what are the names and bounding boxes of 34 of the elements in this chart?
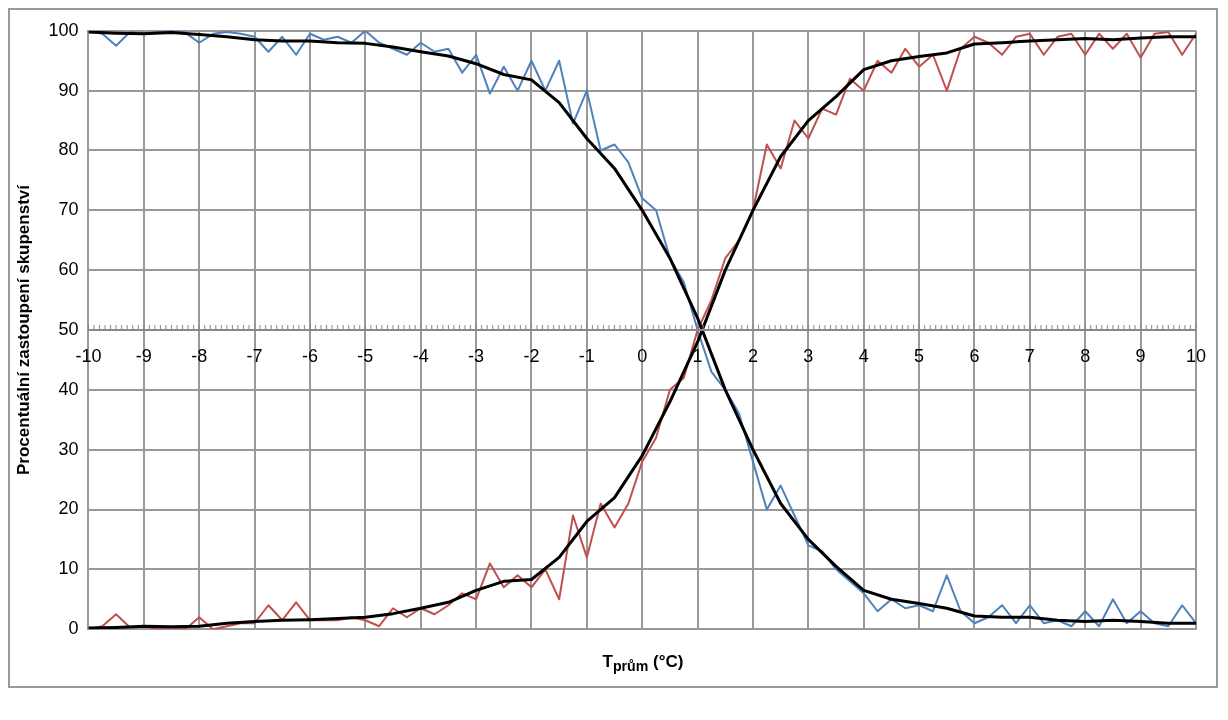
y-tick-label: 30 [58, 438, 79, 459]
x-tick-label: -1 [578, 345, 595, 366]
x-tick-label: 6 [969, 345, 980, 366]
y-tick-label: 10 [58, 558, 79, 579]
x-tick-label: 2 [747, 345, 758, 366]
y-axis-title: Procentuální zastoupení skupenství [13, 183, 33, 476]
x-tick-label: 4 [858, 345, 869, 366]
x-tick-label: -8 [191, 345, 208, 366]
x-tick-label: -2 [523, 345, 540, 366]
x-tick-label: 7 [1024, 345, 1035, 366]
x-tick-label: -3 [468, 345, 485, 366]
x-tick-label: 8 [1080, 345, 1091, 366]
x-tick-label: 9 [1135, 345, 1146, 366]
x-tick-label: -4 [412, 345, 429, 366]
x-tick-label: 0 [637, 345, 648, 366]
x-tick-label: -6 [301, 345, 318, 366]
x-tick-label: -5 [357, 345, 374, 366]
x-tick-label: 1 [692, 345, 703, 366]
y-tick-label: 20 [58, 498, 79, 519]
x-tick-label: -9 [135, 345, 152, 366]
y-tick-label: 40 [58, 378, 79, 399]
y-tick-label: 90 [58, 79, 79, 100]
x-tick-label: -7 [246, 345, 263, 366]
x-tick-label: 10 [1185, 345, 1207, 366]
x-axis-title: T$_{prům}$ (°C) [601, 651, 685, 677]
y-tick-label: 80 [58, 139, 79, 160]
y-tick-label: 60 [58, 259, 79, 280]
y-tick-label: 100 [48, 19, 79, 40]
y-tick-label: 50 [58, 318, 79, 339]
x-tick-label: 5 [914, 345, 925, 366]
y-tick-label: 70 [58, 199, 79, 220]
x-tick-label: -10 [75, 345, 102, 366]
x-tick-label: 3 [803, 345, 814, 366]
y-tick-label: 0 [68, 618, 79, 639]
